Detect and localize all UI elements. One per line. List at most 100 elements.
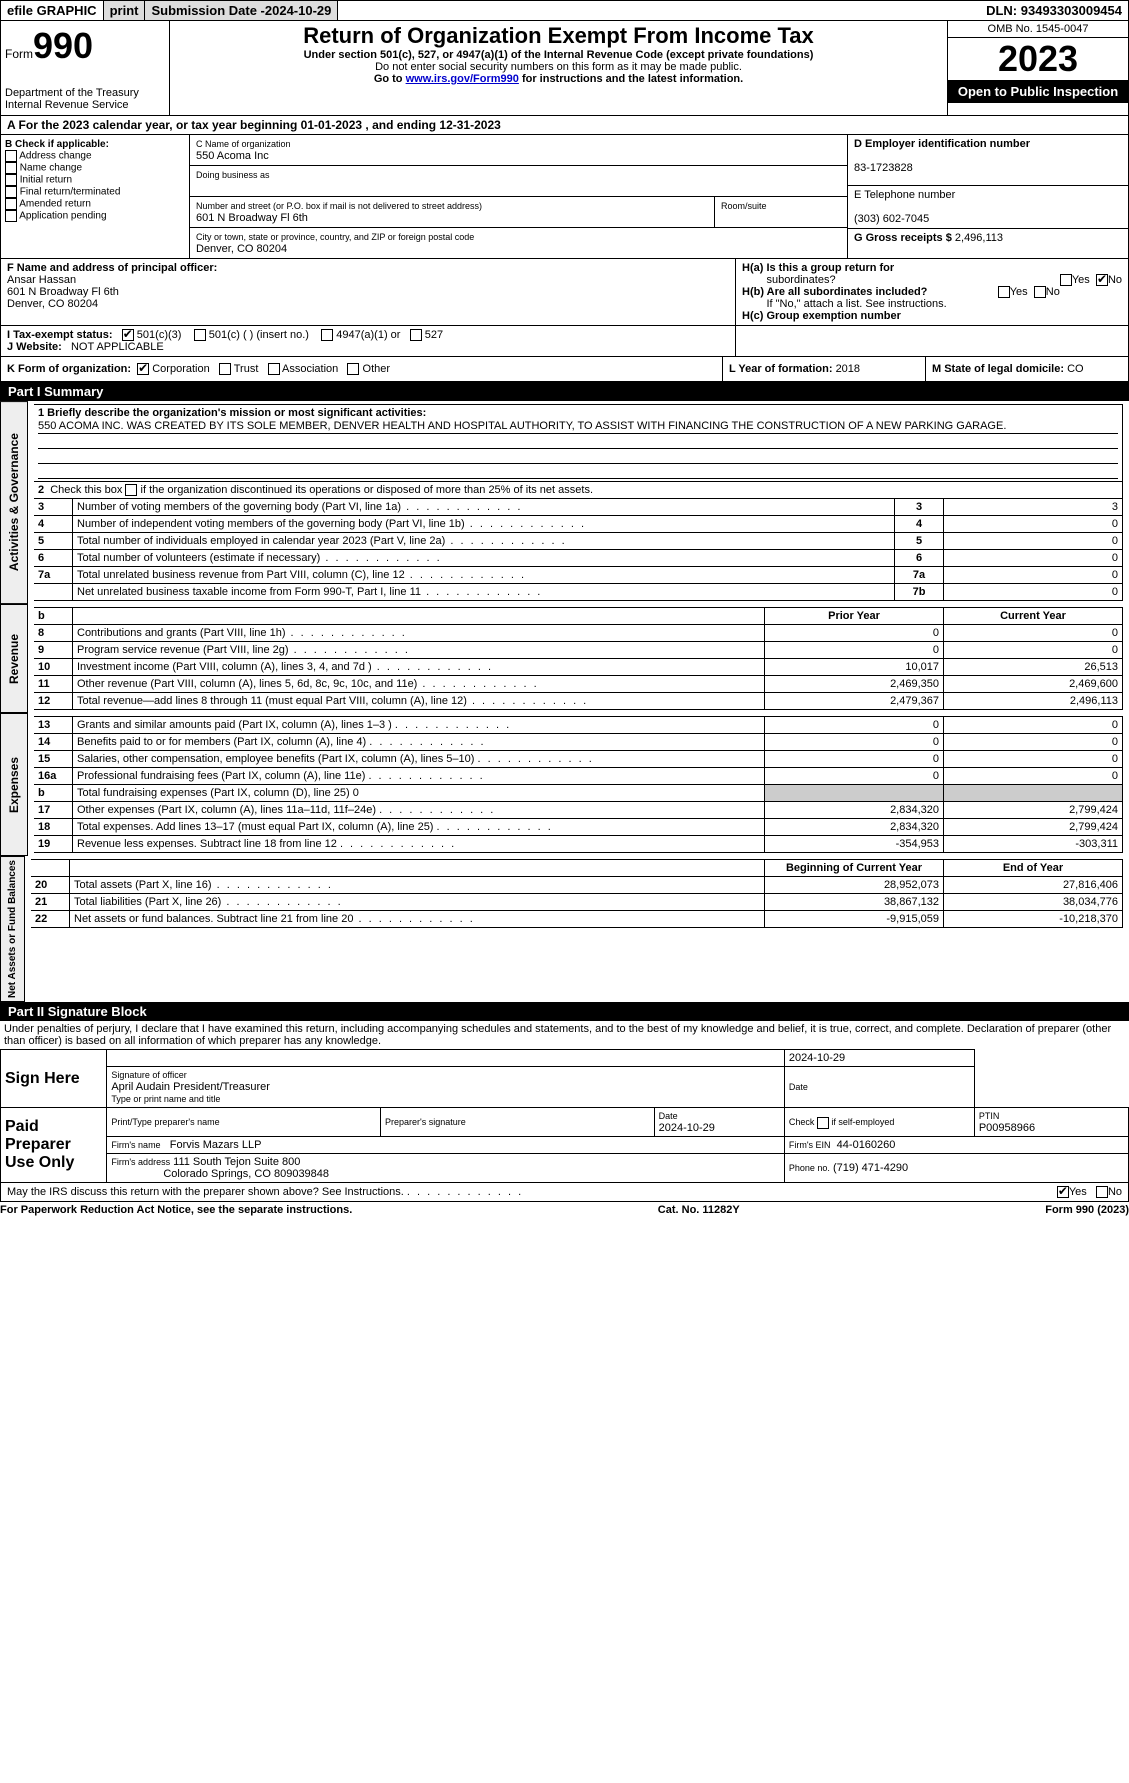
chk-discontinued[interactable] [125,484,137,496]
declaration: Under penalties of perjury, I declare th… [0,1021,1129,1049]
dln: DLN: 93493303009454 [338,1,1128,20]
room-label: Room/suite [721,201,767,211]
sig-date: 2024-10-29 [784,1050,974,1067]
summary-exp-table: 13Grants and similar amounts paid (Part … [34,716,1123,853]
side-expenses: Expenses [0,713,28,856]
city-label: City or town, state or province, country… [196,232,474,242]
chk-4947[interactable] [321,329,333,341]
chk-hb-yes[interactable] [998,286,1010,298]
tax-year: 2023 [948,38,1128,80]
gross-receipts-value: 2,496,113 [955,232,1003,244]
chk-trust[interactable] [219,363,231,375]
year-formation-value: 2018 [836,363,860,375]
officer-name: Ansar Hassan [7,274,76,286]
chk-amended[interactable] [5,198,17,210]
open-inspection: Open to Public Inspection [948,80,1128,103]
org-name: 550 Acoma Inc [196,150,269,162]
topbar: efile GRAPHIC print Submission Date - 20… [0,0,1129,21]
form-org-label: K Form of organization: [7,363,131,375]
subtitle3: Go to www.irs.gov/Form990 for instructio… [176,73,941,85]
officer-signed: April Audain President/Treasurer [111,1081,270,1093]
discuss-row: May the IRS discuss this return with the… [0,1183,1129,1202]
h-c: H(c) Group exemption number [742,310,1122,322]
officer-addr1: 601 N Broadway Fl 6th [7,286,119,298]
print-button[interactable]: print [104,1,146,20]
year-formation-label: L Year of formation: [729,363,836,375]
box-b-header: B Check if applicable: [5,139,109,150]
firm-phone: (719) 471-4290 [833,1162,908,1174]
officer-label: F Name and address of principal officer: [7,262,217,274]
submission-date: Submission Date - 2024-10-29 [145,1,338,20]
signature-table: Sign Here 2024-10-29 Signature of office… [0,1049,1129,1183]
org-address: 601 N Broadway Fl 6th [196,212,308,224]
org-form-row: K Form of organization: Corporation Trus… [0,357,1129,382]
chk-other[interactable] [347,363,359,375]
summary-na-table: Beginning of Current Year End of Year 20… [31,859,1123,928]
h-b: H(b) Are all subordinates included? Yes … [742,286,1122,310]
chk-corp[interactable] [137,363,149,375]
gross-receipts-label: G Gross receipts $ [854,232,955,244]
chk-501c3[interactable] [122,329,134,341]
part1-header: Part I Summary [0,382,1129,401]
paid-preparer-label: Paid Preparer Use Only [1,1108,107,1183]
form-label: Form [5,47,33,61]
domicile-value: CO [1067,363,1084,375]
firm-addr2: Colorado Springs, CO 809039848 [163,1168,329,1180]
ein-label: D Employer identification number [854,138,1030,150]
chk-discuss-no[interactable] [1096,1186,1108,1198]
phone-label: E Telephone number [854,189,955,201]
chk-ha-no[interactable] [1096,274,1108,286]
summary-rev-table: b Prior Year Current Year 8Contributions… [34,607,1123,710]
org-city: Denver, CO 80204 [196,243,287,255]
chk-assoc[interactable] [268,363,280,375]
subtitle2: Do not enter social security numbers on … [176,61,941,73]
ptin-value: P00958966 [979,1122,1035,1134]
subtitle1: Under section 501(c), 527, or 4947(a)(1)… [176,49,941,61]
chk-ha-yes[interactable] [1060,274,1072,286]
side-netassets: Net Assets or Fund Balances [0,856,25,1002]
firm-ein: 44-0160260 [837,1139,896,1151]
firm-name: Forvis Mazars LLP [170,1139,262,1151]
chk-discuss-yes[interactable] [1057,1186,1069,1198]
form-number: 990 [33,25,93,66]
chk-501c[interactable] [194,329,206,341]
org-name-label: C Name of organization [196,139,291,149]
chk-address-change[interactable] [5,150,17,162]
mission-text: 550 ACOMA INC. WAS CREATED BY ITS SOLE M… [38,419,1118,434]
dept-line2: Internal Revenue Service [5,99,165,111]
chk-name-change[interactable] [5,162,17,174]
irs-link[interactable]: www.irs.gov/Form990 [406,73,519,85]
chk-app-pending[interactable] [5,210,17,222]
form-header: Form990 Department of the Treasury Inter… [0,21,1129,116]
dept-line1: Department of the Treasury [5,87,165,99]
chk-527[interactable] [410,329,422,341]
tax-status-row: I Tax-exempt status: 501(c)(3) 501(c) ( … [0,326,1129,357]
website-value: NOT APPLICABLE [71,341,164,353]
chk-self-employed[interactable] [817,1117,829,1129]
addr-label: Number and street (or P.O. box if mail i… [196,201,482,211]
form-title: Return of Organization Exempt From Incom… [176,23,941,49]
chk-hb-no[interactable] [1034,286,1046,298]
phone-value: (303) 602-7045 [854,213,929,225]
summary-ag-table: 1 Briefly describe the organization's mi… [34,404,1123,601]
omb-number: OMB No. 1545-0047 [948,21,1128,38]
part2-header: Part II Signature Block [0,1002,1129,1021]
dba-label: Doing business as [196,170,270,180]
tax-status-label: I Tax-exempt status: [7,329,113,341]
chk-initial-return[interactable] [5,174,17,186]
mission-label: 1 Briefly describe the organization's mi… [38,407,426,419]
ein-value: 83-1723828 [854,162,913,174]
sign-here-label: Sign Here [1,1050,107,1108]
chk-final-return[interactable] [5,186,17,198]
page-footer: For Paperwork Reduction Act Notice, see … [0,1202,1129,1218]
header-info-grid: B Check if applicable: Address change Na… [0,135,1129,259]
domicile-label: M State of legal domicile: [932,363,1067,375]
section-a: A For the 2023 calendar year, or tax yea… [0,116,1129,135]
line2: 2 Check this box if the organization dis… [34,482,1123,499]
h-a: H(a) Is this a group return for subordin… [742,262,1122,286]
officer-group-row: F Name and address of principal officer:… [0,259,1129,326]
website-label: J Website: [7,341,62,353]
efile-label: efile GRAPHIC [1,1,104,20]
officer-addr2: Denver, CO 80204 [7,298,98,310]
side-activities: Activities & Governance [0,401,28,604]
